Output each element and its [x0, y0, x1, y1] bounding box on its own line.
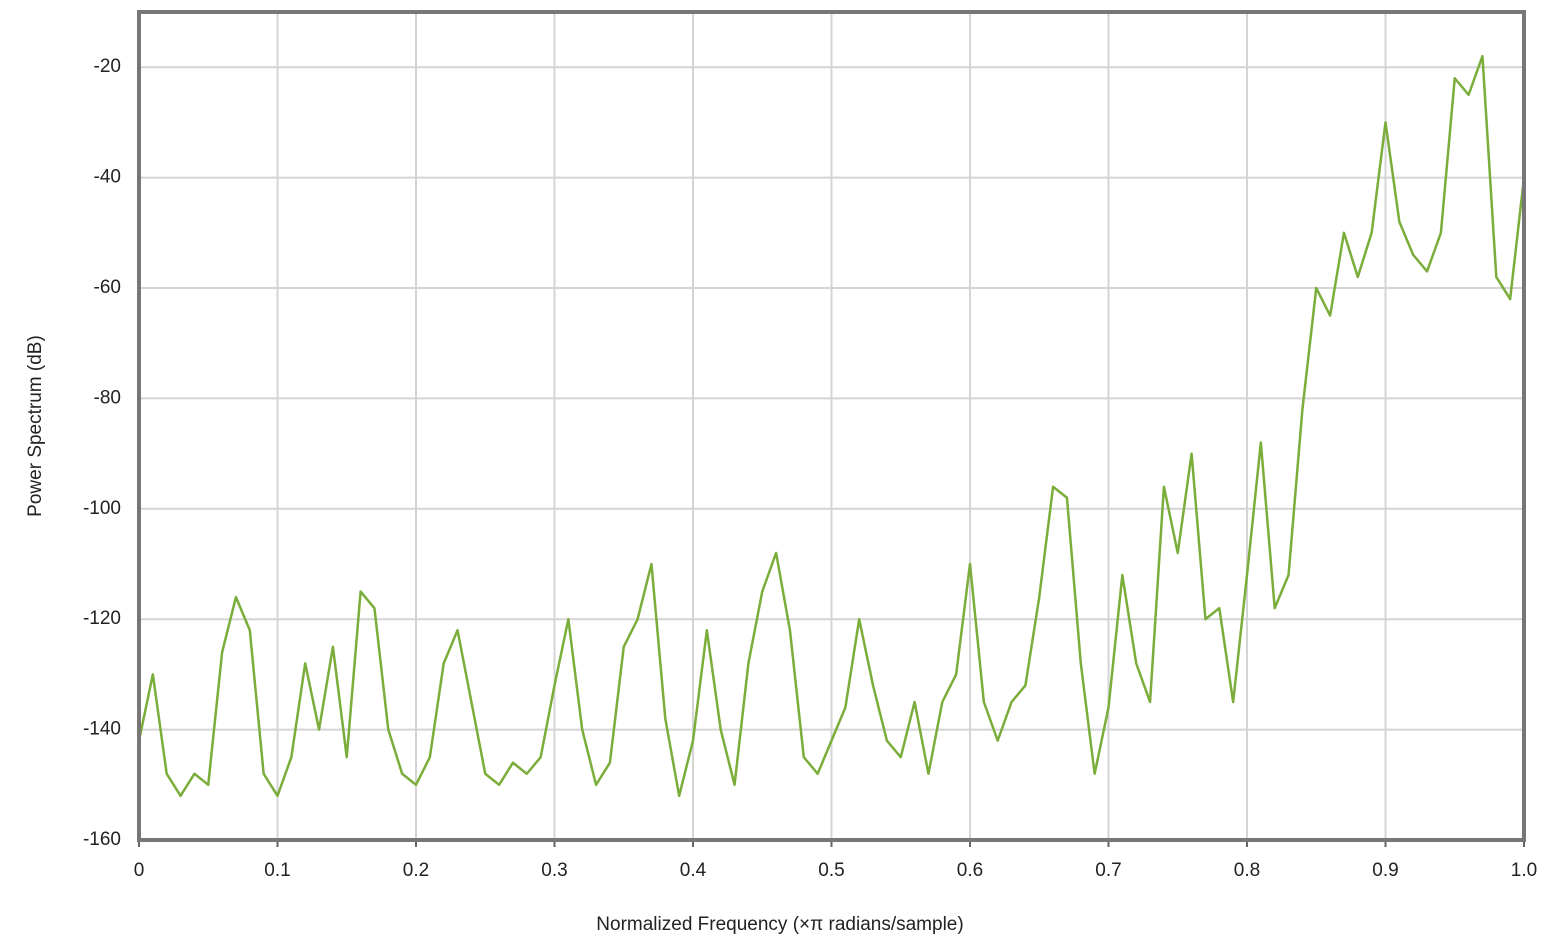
y-tick-label: -140: [83, 719, 121, 740]
y-tick-label: -20: [94, 56, 121, 77]
x-tick-label: 0.6: [957, 860, 983, 881]
plot-frame: [137, 10, 1526, 842]
y-tick-label: -80: [94, 387, 121, 408]
x-tick-label: 0: [134, 860, 145, 881]
x-tick-label: 0.3: [541, 860, 567, 881]
y-tick-label: -100: [83, 498, 121, 519]
x-tick-label: 0.9: [1372, 860, 1398, 881]
y-tick-label: -160: [83, 829, 121, 850]
x-tick-label: 0.2: [403, 860, 429, 881]
x-tick-label: 0.1: [264, 860, 290, 881]
data-line: [137, 54, 1526, 798]
x-tick-label: 0.4: [680, 860, 707, 881]
x-tick-label: 0.7: [1095, 860, 1121, 881]
y-tick-label: -120: [83, 608, 121, 629]
x-tick-label: 0.8: [1234, 860, 1260, 881]
y-axis-label: Power Spectrum (dB): [25, 335, 46, 517]
x-tick-label: 1.0: [1511, 860, 1537, 881]
x-tick-label: 0.5: [818, 860, 844, 881]
x-axis-label: Normalized Frequency (×π radians/sample): [596, 914, 963, 935]
y-tick-label: -60: [94, 277, 121, 298]
y-tick-label: -40: [94, 167, 121, 188]
